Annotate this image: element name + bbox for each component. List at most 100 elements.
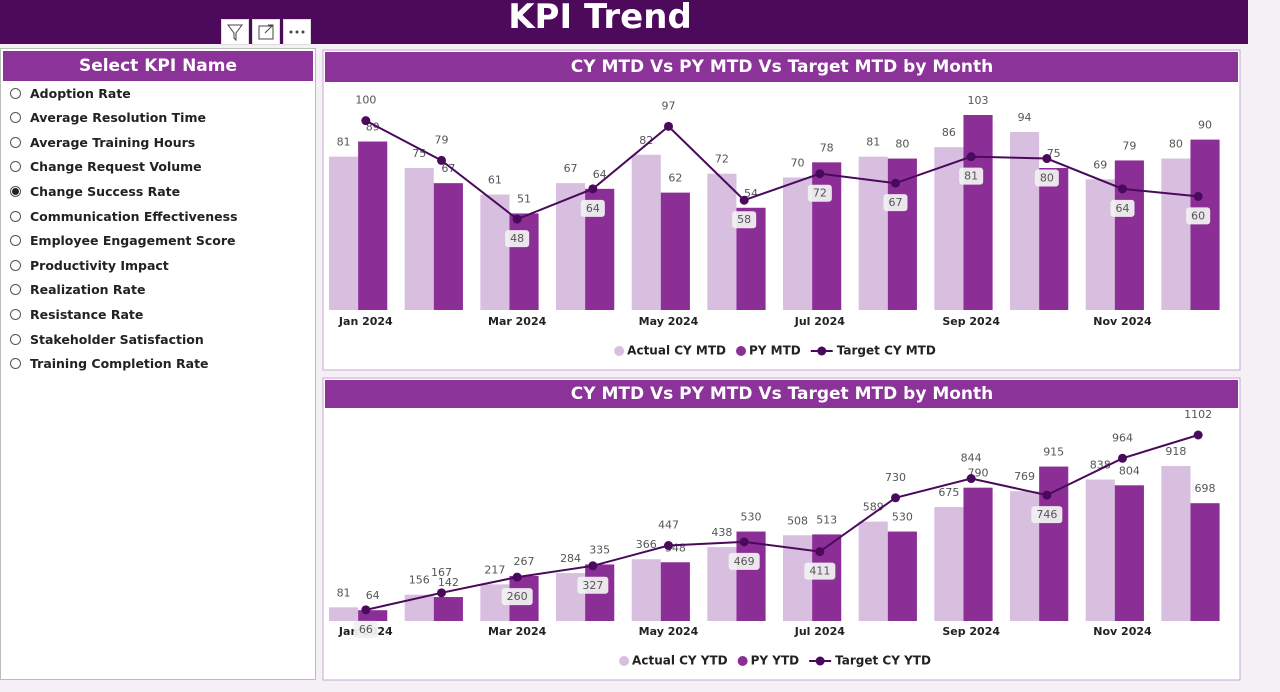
bar (934, 147, 964, 310)
data-label-box: 81 (959, 167, 984, 185)
chart-title: CY MTD Vs PY MTD Vs Target MTD by Month (571, 57, 994, 77)
data-label-box: 64 (1110, 199, 1135, 217)
radio-button[interactable] (10, 112, 21, 124)
label-box (501, 588, 533, 606)
line-point (966, 152, 976, 162)
data-label: 72 (715, 153, 729, 166)
data-label: 838 (1090, 459, 1111, 472)
label-box (577, 576, 609, 594)
slicer-item[interactable]: Productivity Impact (10, 255, 169, 275)
line-point (664, 121, 673, 131)
slicer-item[interactable]: Average Resolution Time (10, 108, 206, 128)
legend-label: Target CY MTD (837, 344, 936, 358)
radio-button[interactable] (10, 308, 21, 320)
x-tick-label: Mar 2024 (488, 315, 547, 328)
radio-button[interactable] (10, 161, 21, 173)
focus-icon[interactable] (252, 19, 280, 45)
slicer-item[interactable]: Adoption Rate (10, 83, 131, 103)
radio-button[interactable] (10, 235, 21, 247)
slicer-item[interactable]: Training Completion Rate (10, 354, 209, 374)
radio-button[interactable] (10, 259, 21, 271)
slicer-item[interactable]: Average Training Hours (10, 132, 195, 152)
bar (812, 162, 842, 310)
x-tick-label: Jan 2024 (338, 315, 393, 328)
page-title: KPI Trend (508, 0, 692, 37)
slicer-item[interactable]: Realization Rate (10, 280, 145, 300)
slicer-item[interactable]: Stakeholder Satisfaction (10, 329, 204, 349)
line-point (1193, 430, 1203, 440)
line-point (815, 169, 825, 179)
data-label: 844 (961, 452, 982, 465)
slicer-item[interactable]: Communication Effectiveness (10, 206, 238, 226)
data-label: 62 (668, 172, 682, 185)
data-label: 70 (791, 156, 805, 169)
label-box (959, 167, 984, 185)
more-icon[interactable] (283, 19, 311, 45)
data-label-box: 58 (732, 211, 757, 229)
bar (1039, 466, 1069, 621)
data-label: 67 (564, 162, 578, 175)
label-box (804, 562, 836, 580)
data-label: 589 (863, 501, 884, 514)
slicer-item-label: Stakeholder Satisfaction (30, 331, 204, 347)
header-bar: KPI Trend (0, 0, 1248, 44)
slicer-item[interactable]: Change Success Rate (10, 181, 180, 201)
chart-title: CY MTD Vs PY MTD Vs Target MTD by Month (571, 384, 994, 404)
bar (556, 183, 586, 310)
slicer-item-label: Adoption Rate (30, 85, 131, 101)
slicer-item[interactable]: Change Request Volume (10, 157, 202, 177)
data-label: 64 (593, 168, 607, 181)
slicer-title: Select KPI Name (3, 51, 313, 81)
label-box (1110, 199, 1135, 217)
data-label-box: 411 (804, 562, 836, 580)
radio-button[interactable] (10, 358, 21, 370)
bar (934, 507, 964, 621)
data-label: 284 (560, 552, 581, 565)
radio-button[interactable] (10, 87, 21, 99)
data-label-box: 48 (505, 230, 530, 248)
bar (1161, 466, 1191, 621)
slicer-item[interactable]: Resistance Rate (10, 304, 143, 324)
bar (858, 521, 888, 621)
label-box (580, 199, 605, 217)
data-label: 86 (942, 126, 956, 139)
data-label: 804 (1119, 464, 1140, 477)
line-point (512, 572, 522, 582)
legend-marker (737, 656, 748, 666)
filter-icon[interactable] (221, 19, 249, 45)
chart-title-band (325, 380, 1238, 408)
legend-marker (619, 656, 630, 666)
line-point (588, 184, 598, 194)
slicer-item-label: Average Resolution Time (30, 110, 206, 126)
data-label: 89 (366, 121, 380, 134)
radio-button[interactable] (10, 136, 21, 148)
data-label: 915 (1043, 446, 1064, 459)
radio-button[interactable] (10, 185, 21, 197)
slicer-item-label: Training Completion Rate (30, 356, 209, 372)
line-point (361, 116, 371, 126)
radio-button[interactable] (10, 210, 21, 222)
bar (1039, 168, 1069, 310)
x-tick-label: Mar 2024 (488, 625, 547, 638)
bar (1114, 160, 1144, 310)
data-label: 79 (435, 133, 449, 146)
bar (404, 168, 434, 310)
data-label: 730 (885, 471, 906, 484)
data-label-box: 67 (883, 194, 908, 212)
bar (887, 531, 917, 621)
x-tick-label: Nov 2024 (1093, 315, 1152, 328)
data-label: 675 (938, 486, 959, 499)
data-label-box: 327 (577, 576, 609, 594)
data-label-box: 64 (580, 199, 605, 217)
radio-button[interactable] (10, 284, 21, 296)
data-label: 508 (787, 514, 808, 527)
radio-button[interactable] (10, 333, 21, 345)
data-label: 167 (431, 566, 452, 579)
bar (783, 177, 813, 310)
legend-marker (614, 346, 625, 356)
slicer-item[interactable]: Employee Engagement Score (10, 231, 235, 251)
bar (509, 213, 539, 310)
slicer-item-label: Resistance Rate (30, 306, 144, 322)
slicer-item-label: Communication Effectiveness (30, 208, 238, 224)
slicer-item-label: Change Success Rate (30, 183, 181, 199)
